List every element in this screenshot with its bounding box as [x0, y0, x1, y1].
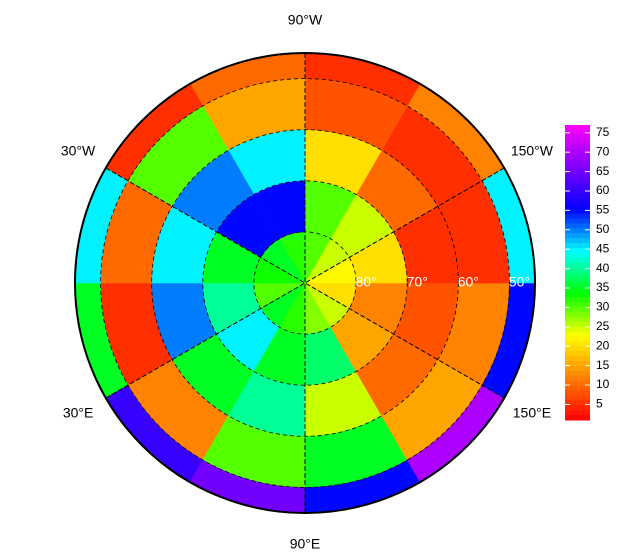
longitude-label: 150°E [513, 405, 551, 421]
colorbar-step [565, 292, 590, 298]
colorbar-step [565, 405, 590, 411]
colorbar-step [565, 277, 590, 283]
colorbar-step [565, 306, 590, 313]
colorbar-step [565, 410, 590, 416]
longitude-label: 150°W [511, 143, 554, 159]
colorbar-step [565, 297, 590, 303]
longitude-label: 90°W [288, 12, 323, 28]
colorbar-step [565, 243, 590, 249]
colorbar-step [565, 370, 590, 377]
latitude-circle [151, 129, 459, 437]
colorbar: 5 10 15 20 25 30 35 40 45 50 55 60 65 70 75 [565, 125, 610, 421]
colorbar-step [565, 238, 590, 244]
colorbar-label: 55 [596, 203, 610, 217]
colorbar-label: 60 [596, 183, 610, 197]
colorbar-step [565, 144, 590, 151]
colorbar-step [565, 179, 590, 185]
longitude-label: 30°W [61, 143, 96, 159]
colorbar-step [565, 223, 590, 229]
colorbar-step [565, 331, 590, 337]
colorbar-step [565, 134, 590, 141]
colorbar-step [565, 252, 590, 259]
colorbar-step [565, 198, 590, 205]
colorbar-step [565, 321, 590, 328]
graticule [100, 53, 510, 513]
colorbar-step [565, 361, 590, 367]
colorbar-step [565, 415, 590, 421]
colorbar-step [565, 287, 590, 293]
colorbar-step [565, 311, 590, 318]
colorbar-label: 30 [596, 300, 610, 314]
colorbar-step [565, 213, 590, 219]
map-border [74, 52, 536, 514]
colorbar-step [565, 203, 590, 210]
colorbar-label: 20 [596, 338, 610, 352]
colorbar-label: 35 [596, 280, 610, 294]
latitude-label: 60° [458, 274, 479, 290]
longitude-label: 30°E [63, 405, 94, 421]
colorbar-step [565, 341, 590, 347]
colorbar-step [565, 154, 590, 160]
colorbar-label: 70 [596, 144, 610, 158]
colorbar-step [565, 257, 590, 264]
colorbar-label: 50 [596, 222, 610, 236]
colorbar-step [565, 282, 590, 288]
colorbar-step [565, 365, 590, 372]
colorbar-step [565, 233, 590, 239]
latitude-label: 80° [356, 274, 377, 290]
colorbar-step [565, 316, 590, 323]
colorbar-step [565, 174, 590, 180]
colorbar-label: 65 [596, 164, 610, 178]
latitude-circle [202, 180, 408, 386]
colorbar-step [565, 139, 590, 146]
colorbar-label: 15 [596, 358, 610, 372]
latitude-circle [100, 78, 510, 488]
colorbar-step [565, 125, 590, 131]
colorbar-label: 25 [596, 319, 610, 333]
colorbar-step [565, 346, 590, 352]
latitude-label: 50° [509, 274, 530, 290]
heatmap [75, 53, 535, 513]
colorbar-step [565, 385, 590, 391]
colorbar-step [565, 218, 590, 224]
colorbar-step [565, 351, 590, 357]
colorbar-step [565, 375, 590, 382]
longitude-label: 90°E [290, 536, 321, 552]
colorbar-step [565, 129, 590, 136]
colorbar-step [565, 400, 590, 406]
labels: 80° 70° 60° 50° 90°W 30°W 150°W 30°E 150°E 90°E [61, 12, 554, 552]
colorbar-step [565, 149, 590, 155]
colorbar-step [565, 159, 590, 165]
latitude-label: 70° [407, 274, 428, 290]
colorbar-label: 5 [596, 397, 603, 411]
colorbar-step [565, 169, 590, 175]
colorbar-step [565, 336, 590, 342]
colorbar-step [565, 326, 590, 332]
colorbar-label: 45 [596, 241, 610, 255]
colorbar-step [565, 208, 590, 214]
colorbar-step [565, 390, 590, 396]
colorbar-step [565, 247, 590, 254]
colorbar-step [565, 395, 590, 401]
colorbar-label: 10 [596, 377, 610, 391]
colorbar-label: 40 [596, 261, 610, 275]
colorbar-step [565, 193, 590, 200]
colorbar-step [565, 302, 590, 308]
colorbar-step [565, 272, 590, 278]
colorbar-step [565, 184, 590, 190]
colorbar-step [565, 188, 590, 195]
colorbar-label: 75 [596, 125, 610, 139]
colorbar-step [565, 356, 590, 362]
colorbar-step [565, 228, 590, 234]
colorbar-step [565, 380, 590, 387]
colorbar-step [565, 267, 590, 273]
colorbar-step [565, 262, 590, 269]
colorbar-step [565, 164, 590, 170]
